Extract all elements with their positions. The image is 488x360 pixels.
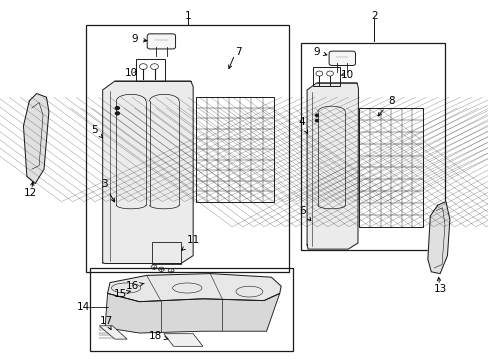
Text: 3: 3 <box>101 179 114 202</box>
Text: 18: 18 <box>148 330 167 341</box>
Text: 13: 13 <box>432 284 446 294</box>
Circle shape <box>115 107 119 109</box>
Polygon shape <box>427 202 449 274</box>
Polygon shape <box>23 94 49 184</box>
Text: 11: 11 <box>182 235 200 250</box>
Text: 12: 12 <box>23 188 37 198</box>
Bar <box>90 268 293 351</box>
Text: 5: 5 <box>91 125 102 138</box>
Polygon shape <box>306 83 358 249</box>
Polygon shape <box>163 334 203 346</box>
Polygon shape <box>99 326 127 339</box>
Text: 2: 2 <box>370 11 377 21</box>
Bar <box>300 43 444 250</box>
Text: 9: 9 <box>313 47 326 57</box>
Bar <box>136 59 165 81</box>
Text: 17: 17 <box>100 316 113 330</box>
Text: 4: 4 <box>298 117 307 134</box>
Text: 8: 8 <box>377 96 394 116</box>
Polygon shape <box>105 293 279 333</box>
Polygon shape <box>107 274 281 302</box>
FancyBboxPatch shape <box>328 51 355 66</box>
Circle shape <box>315 120 318 122</box>
Polygon shape <box>102 81 193 264</box>
Text: 9: 9 <box>131 34 146 44</box>
Circle shape <box>315 114 318 116</box>
Text: 7: 7 <box>235 47 242 57</box>
Text: 6: 6 <box>298 206 310 221</box>
Text: 15: 15 <box>113 289 130 299</box>
Text: 10: 10 <box>340 69 353 80</box>
Text: 14: 14 <box>76 302 90 312</box>
Bar <box>359 108 422 227</box>
Circle shape <box>115 112 119 115</box>
Text: 16: 16 <box>125 281 144 291</box>
Bar <box>312 67 339 86</box>
Bar <box>195 97 273 202</box>
FancyBboxPatch shape <box>147 34 175 49</box>
Text: 1: 1 <box>184 11 191 21</box>
Text: 10: 10 <box>124 68 137 78</box>
Bar <box>85 25 288 272</box>
Bar <box>151 242 181 264</box>
